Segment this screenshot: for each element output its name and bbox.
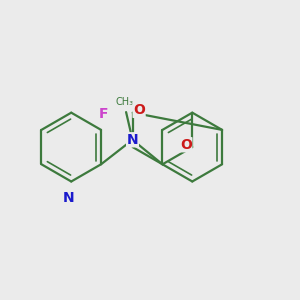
Text: O: O (133, 103, 145, 117)
Text: CH₃: CH₃ (116, 97, 134, 107)
Text: F: F (99, 107, 108, 121)
Text: N: N (127, 133, 138, 147)
Text: N: N (62, 191, 74, 205)
Text: O: O (180, 138, 192, 152)
